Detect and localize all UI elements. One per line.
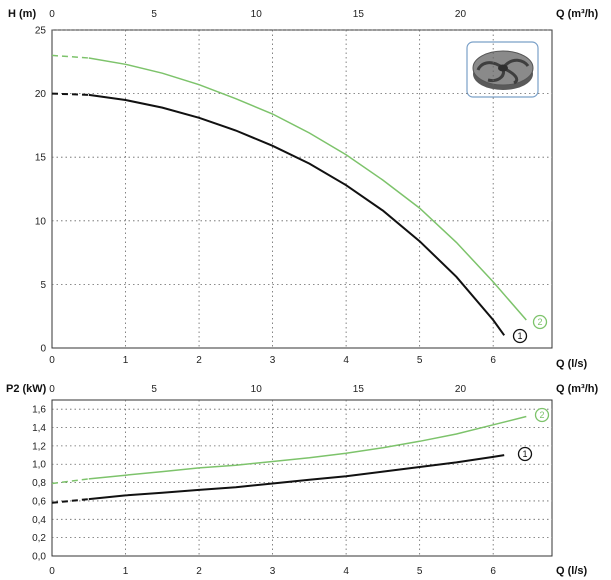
head-series-2-line xyxy=(88,57,527,321)
power-series-1-line xyxy=(88,454,505,501)
head-x-tick-label: 0 xyxy=(49,355,55,366)
head-plot-frame xyxy=(51,29,553,349)
head-series-1-dashed-line xyxy=(51,92,89,96)
head-y-tick-label: 10 xyxy=(35,216,47,227)
power-x-tick-label: 2 xyxy=(196,566,202,577)
power-chart: 0 1 2 3 4 5 6 0 5 10 15 20 0,0 0,2 0,4 0,6 0,8 1,0 1,2 1,4 1… xyxy=(6,383,598,577)
head-chart: 0 1 2 3 4 5 6 0 5 10 15 20 0 5 10 15 20 25 H (m) Q (m³/h) Q … xyxy=(8,8,598,370)
head-series-1-marker xyxy=(512,328,528,344)
head-x-tick-label: 3 xyxy=(270,355,276,366)
power-y-axis-title: P2 (kW) xyxy=(6,383,47,395)
power-series-2-marker-label: 2 xyxy=(539,410,544,420)
power-x2-tick-label: 15 xyxy=(353,384,365,395)
power-x2-tick-label: 10 xyxy=(251,384,263,395)
power-series-1-dashed-line xyxy=(51,498,89,504)
head-y-tick-label: 25 xyxy=(35,26,47,37)
power-x-tick-label: 6 xyxy=(490,566,496,577)
head-x-tick-label: 6 xyxy=(490,355,496,366)
head-x-tick-label: 1 xyxy=(123,355,129,366)
head-series-2-marker-label: 2 xyxy=(537,317,542,327)
power-x-tick-label: 5 xyxy=(417,566,423,577)
head-series-1-line xyxy=(88,93,506,336)
head-x2-tick-label: 5 xyxy=(151,9,157,20)
head-x-tick-label: 4 xyxy=(343,355,349,366)
head-series-2-marker xyxy=(532,314,548,330)
power-series-2-dashed-line xyxy=(51,478,89,485)
head-y-tick-label: 5 xyxy=(40,280,46,291)
head-x2-tick-label: 20 xyxy=(455,9,467,20)
head-x2-tick-label: 0 xyxy=(49,9,55,20)
power-series-1-marker xyxy=(517,446,533,462)
power-series-1-marker-label: 1 xyxy=(522,449,527,459)
power-y-tick-label: 1,4 xyxy=(32,423,46,434)
head-x2-tick-label: 15 xyxy=(353,9,365,20)
power-x-tick-label: 3 xyxy=(270,566,276,577)
power-y-tick-label: 1,6 xyxy=(32,405,46,416)
head-series-1-marker-label: 1 xyxy=(517,331,522,341)
power-y-tick-label: 1,2 xyxy=(32,441,46,452)
power-y-tick-label: 0,4 xyxy=(32,515,46,526)
power-x-tick-label: 1 xyxy=(123,566,129,577)
power-x2-tick-label: 5 xyxy=(151,384,157,395)
power-x2-tick-label: 0 xyxy=(49,384,55,395)
head-y-tick-label: 0 xyxy=(40,344,46,355)
power-y-tick-label: 1,0 xyxy=(32,460,46,471)
power-plot-frame xyxy=(51,399,553,557)
power-y-tick-label: 0,6 xyxy=(32,496,46,507)
head-x2-axis-title: Q (m³/h) xyxy=(556,8,598,20)
power-series-2-line xyxy=(88,415,527,480)
power-y-tick-label: 0,8 xyxy=(32,478,46,489)
power-x-tick-label: 4 xyxy=(343,566,349,577)
head-x2-tick-label: 10 xyxy=(251,9,263,20)
head-y-axis-title: H (m) xyxy=(8,8,36,20)
head-y-tick-label: 15 xyxy=(35,153,47,164)
head-series-2-dashed-line xyxy=(51,54,89,59)
head-x-tick-label: 2 xyxy=(196,355,202,366)
pump-impeller-icon xyxy=(466,41,539,98)
power-y-tick-label: 0,2 xyxy=(32,533,46,544)
power-series-2-marker xyxy=(534,407,550,423)
power-y-tick-label: 0,0 xyxy=(32,552,46,563)
head-x-axis-title: Q (l/s) xyxy=(556,358,588,370)
power-x2-tick-label: 20 xyxy=(455,384,467,395)
head-x-tick-label: 5 xyxy=(417,355,423,366)
power-x-tick-label: 0 xyxy=(49,566,55,577)
head-y-tick-label: 20 xyxy=(35,89,47,100)
power-x2-axis-title: Q (m³/h) xyxy=(556,383,598,395)
power-x-axis-title: Q (l/s) xyxy=(556,565,588,577)
